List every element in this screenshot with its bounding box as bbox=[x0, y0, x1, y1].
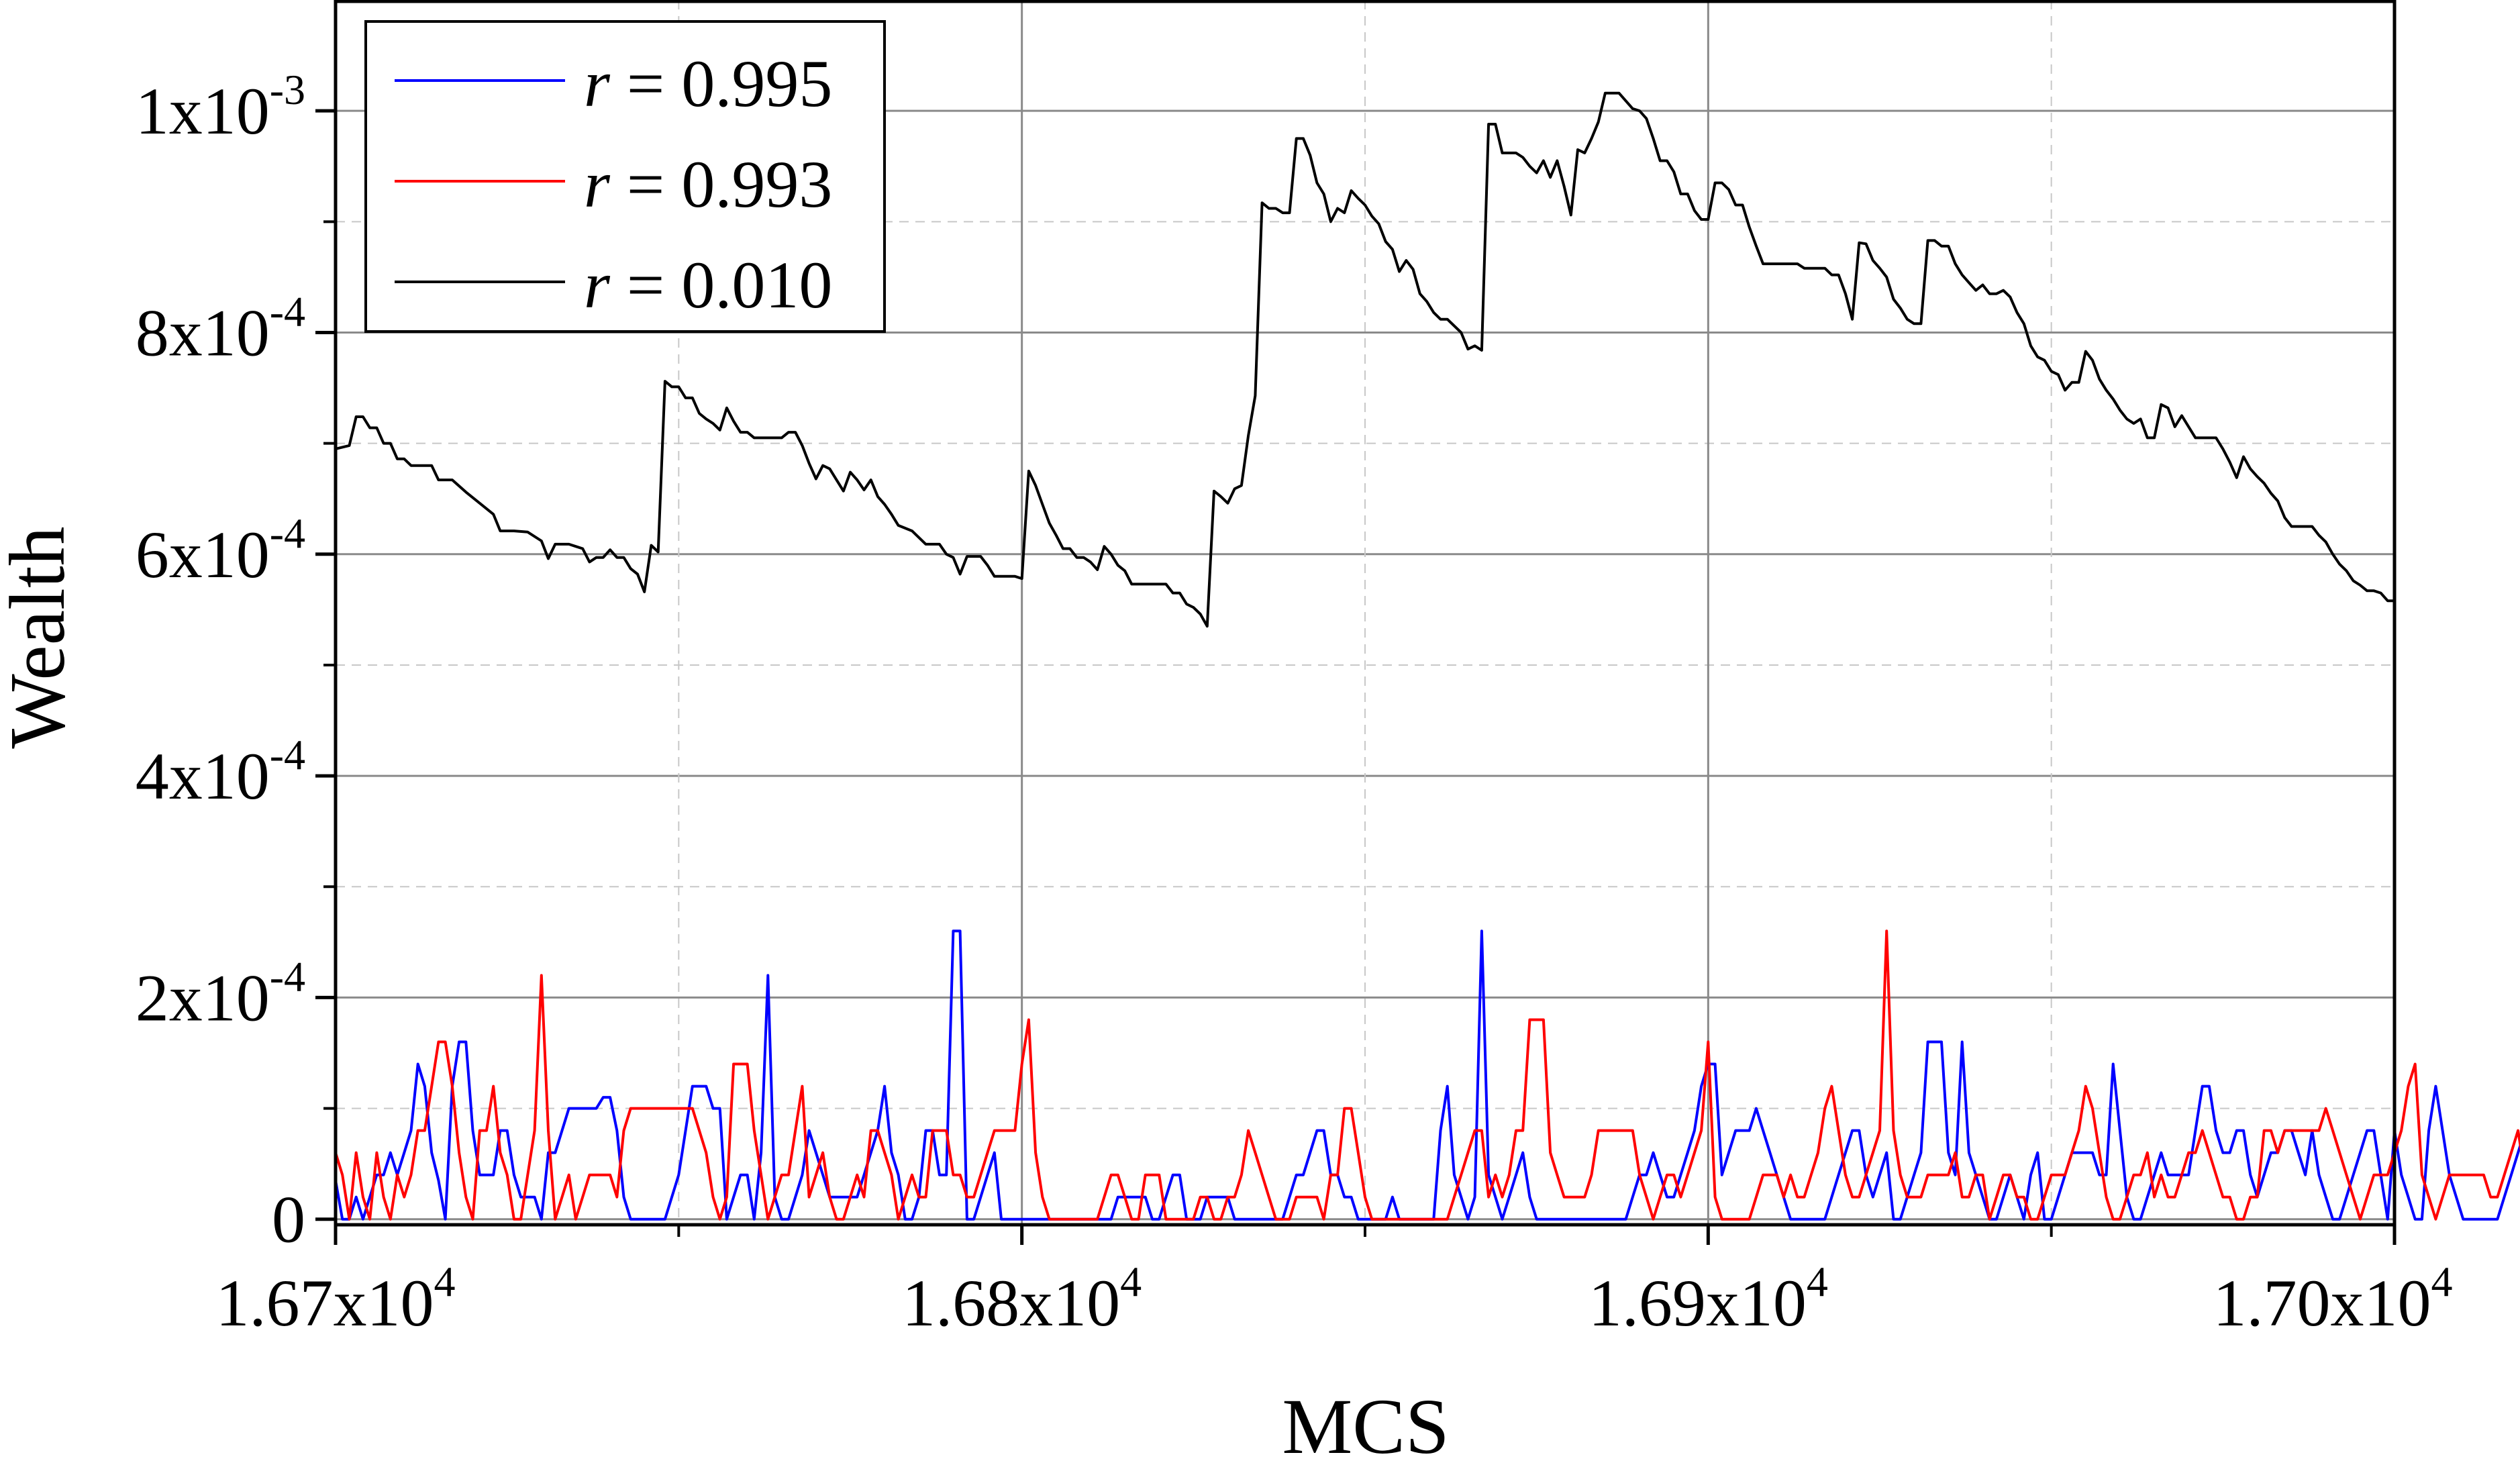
y-tick-label: 8x10-4 bbox=[136, 287, 305, 370]
legend-label: r = 0.995 bbox=[584, 46, 832, 121]
x-tick-label: 1.69x104 bbox=[1589, 1258, 1828, 1340]
series-line-0.993 bbox=[334, 929, 2520, 1221]
x-axis-label: MCS bbox=[1282, 1382, 1449, 1460]
x-tick-label: 1.67x104 bbox=[216, 1258, 456, 1340]
x-tick-label: 1.68x104 bbox=[902, 1258, 1142, 1340]
y-tick-label: 4x10-4 bbox=[136, 731, 305, 813]
series-line-0.010 bbox=[335, 91, 2395, 628]
legend-label: r = 0.993 bbox=[584, 147, 832, 221]
legend-box bbox=[364, 20, 886, 333]
y-tick-label: 6x10-4 bbox=[136, 509, 305, 592]
series-layer bbox=[334, 91, 2520, 1221]
x-tick-label: 1.70x104 bbox=[2213, 1258, 2453, 1340]
series-line-0.995 bbox=[334, 929, 2520, 1221]
ticks-layer: 1.67x104 1.68x104 1.69x104 1.70x104 0 2x10-4 4… bbox=[136, 66, 2453, 1340]
y-tick-label: 2x10-4 bbox=[136, 952, 305, 1035]
y-tick-label: 0 bbox=[272, 1182, 305, 1257]
y-tick-label: 1x10-3 bbox=[136, 66, 305, 148]
y-axis-label: Wealth bbox=[0, 526, 81, 748]
legend-label: r = 0.010 bbox=[584, 248, 832, 322]
legend: r = 0.995 r = 0.993 r = 0.010 bbox=[364, 20, 886, 333]
